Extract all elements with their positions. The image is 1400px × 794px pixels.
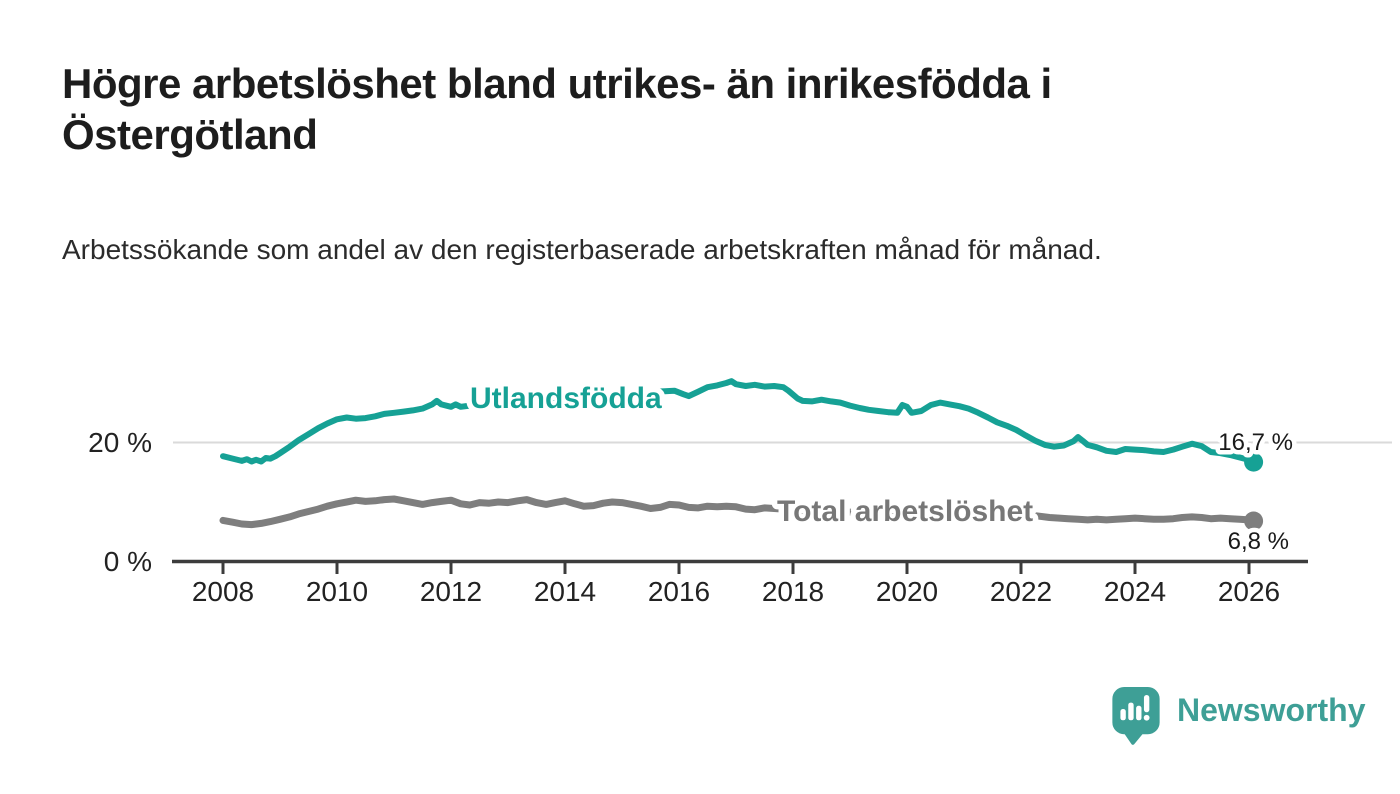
x-axis-ticks: 2008 2010 2012 2014 2016 2018 2020 2022 2024 2026: [192, 561, 1280, 607]
newsworthy-logo: Newsworthy: [1112, 687, 1365, 745]
series-end-dot-utlandsfodda: [1244, 452, 1264, 472]
x-axis-tick-label: 2014: [534, 576, 596, 607]
chart-subtitle: Arbetssökande som andel av den registerb…: [62, 234, 1102, 265]
exclamation-bar: [1143, 695, 1150, 713]
y-axis-tick-label: 0 %: [104, 546, 152, 577]
x-axis-tick-label: 2016: [648, 576, 710, 607]
x-axis-tick-label: 2024: [1104, 576, 1166, 607]
speech-bubble-shape: [1112, 687, 1160, 745]
series-label-total-arbetsloshet: Total arbetslöshet: [777, 495, 1033, 528]
series-end-value-total-arbetsloshet: 6,8 %: [1228, 528, 1289, 555]
series-line-utlandsfodda: [220, 378, 1257, 466]
x-axis-tick-label: 2022: [990, 576, 1052, 607]
x-axis-tick-label: 2010: [306, 576, 368, 607]
series-label-utlandsfodda: Utlandsfödda: [470, 382, 662, 415]
series-end-dot-total-arbetsloshet: [1244, 511, 1264, 531]
x-axis-tick-label: 2020: [876, 576, 938, 607]
newsworthy-logo-icon: [1112, 687, 1160, 745]
series-end-value-utlandsfodda: 16,7 %: [1218, 429, 1293, 456]
x-axis-tick-label: 2018: [762, 576, 824, 607]
y-axis-tick-label: 20 %: [88, 427, 152, 458]
bar-chart-glyph: [1120, 695, 1150, 721]
series-line-total-arbetsloshet: [219, 495, 1258, 529]
x-axis-tick-label: 2026: [1218, 576, 1280, 607]
y-axis-tick-labels: 20 % 0 %: [88, 427, 152, 577]
x-axis-tick-label: 2012: [420, 576, 482, 607]
x-axis-tick-label: 2008: [192, 576, 254, 607]
exclamation-dot: [1143, 714, 1150, 721]
newsworthy-logo-text: Newsworthy: [1177, 692, 1366, 728]
chart-title: Högre arbetslöshet bland utrikes- än inr…: [62, 60, 1052, 159]
